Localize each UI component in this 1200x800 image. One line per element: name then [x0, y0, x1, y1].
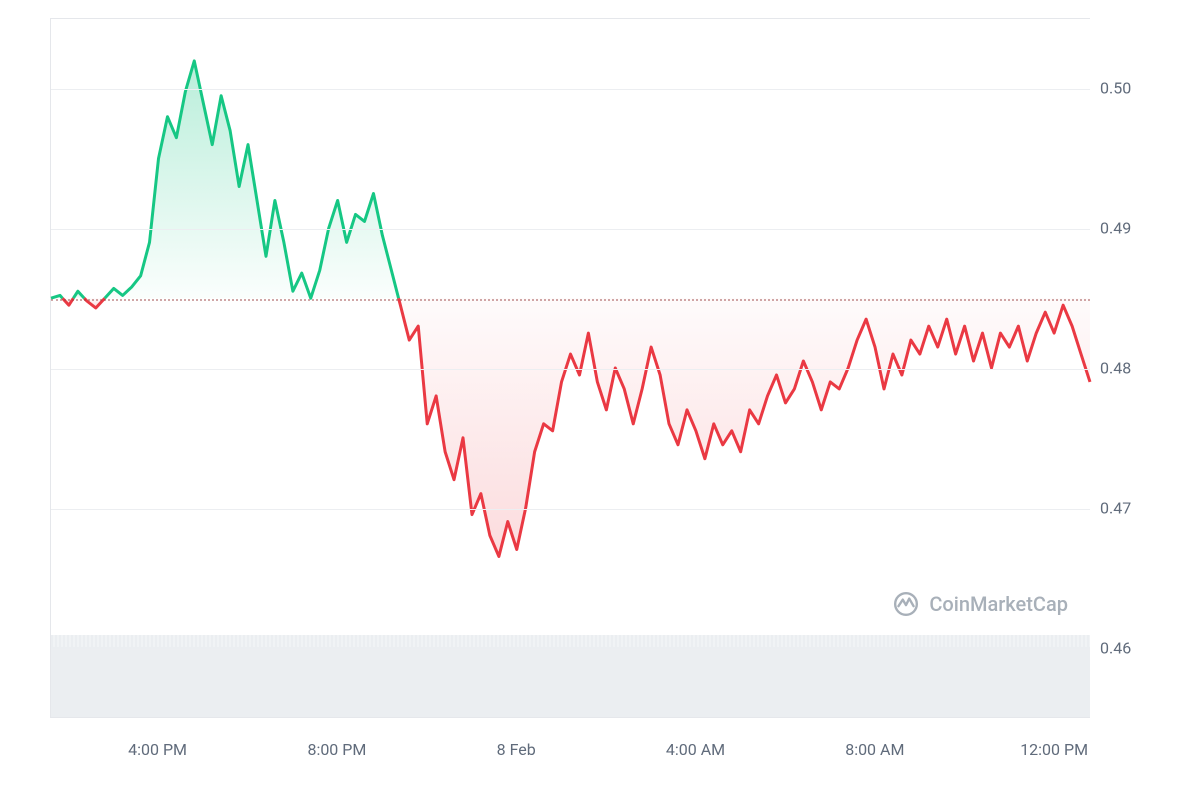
- gridline: [51, 229, 1090, 230]
- x-axis-label: 8:00 AM: [845, 740, 904, 759]
- y-axis-label: 0.49: [1100, 219, 1131, 238]
- baseline: [51, 299, 1090, 301]
- volume-band: [51, 635, 1090, 717]
- watermark-text: CoinMarketCap: [929, 592, 1068, 616]
- x-axis-label: 4:00 AM: [666, 740, 725, 759]
- coinmarketcap-icon: [893, 591, 919, 617]
- gridline: [51, 89, 1090, 90]
- gridline: [51, 509, 1090, 510]
- x-axis-label: 8:00 PM: [307, 740, 366, 759]
- gridline: [51, 649, 1090, 650]
- price-chart: CoinMarketCap 0.46 0.47 0.48 0.49 0.50 4:00 P…: [0, 0, 1200, 800]
- x-axis-label: 8 Feb: [497, 740, 536, 759]
- watermark: CoinMarketCap: [893, 591, 1068, 617]
- y-axis-label: 0.48: [1100, 359, 1131, 378]
- gridline: [51, 369, 1090, 370]
- x-axis-label: 12:00 PM: [1020, 740, 1088, 759]
- y-axis-label: 0.46: [1100, 639, 1131, 658]
- x-axis-label: 4:00 PM: [128, 740, 187, 759]
- plot-area: CoinMarketCap: [50, 18, 1090, 718]
- y-axis-label: 0.50: [1100, 79, 1131, 98]
- y-axis-label: 0.47: [1100, 499, 1131, 518]
